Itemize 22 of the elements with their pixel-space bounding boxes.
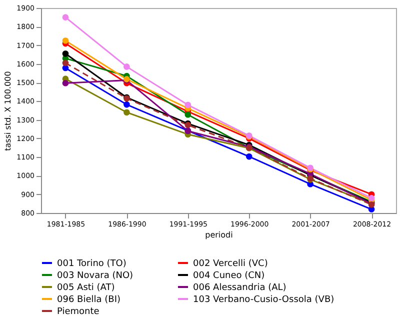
legend-label: 001 Torino (TO): [57, 259, 126, 269]
legend-label: 103 Verbano-Cusio-Ossola (VB): [193, 295, 334, 305]
point: [62, 14, 69, 20]
legend-label: 005 Asti (AT): [57, 283, 115, 293]
x-axis-title: periodi: [205, 230, 233, 240]
point: [124, 101, 130, 108]
point: [62, 50, 69, 57]
y-axis-title: tassi std. X 100.000: [4, 71, 13, 151]
point: [62, 80, 69, 86]
point: [184, 111, 192, 118]
point: [124, 64, 130, 70]
legend-label: 006 Alessandria (AL): [193, 283, 286, 293]
point: [124, 109, 130, 116]
legend-label: Piemonte: [57, 307, 100, 317]
legend-label: 096 Biella (BI): [57, 295, 120, 305]
legend-label: 004 Cuneo (CN): [193, 271, 265, 281]
point: [62, 60, 69, 66]
legend-label: 002 Vercelli (VC): [193, 259, 268, 269]
point: [184, 102, 192, 108]
point: [62, 37, 69, 44]
point: [246, 153, 252, 160]
legend-label: 003 Novara (NO): [57, 271, 134, 281]
